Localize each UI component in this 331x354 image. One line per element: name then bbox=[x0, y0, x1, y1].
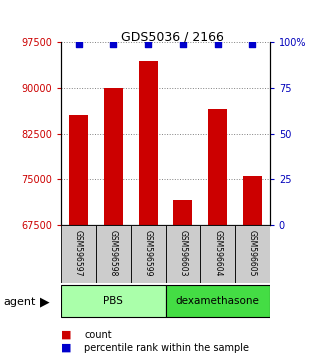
Bar bbox=[104, 88, 123, 354]
Bar bbox=[173, 200, 192, 354]
Text: GSM596598: GSM596598 bbox=[109, 230, 118, 276]
Text: GSM596603: GSM596603 bbox=[178, 230, 187, 276]
Point bbox=[76, 41, 81, 47]
Bar bbox=[69, 115, 88, 354]
Bar bbox=[61, 285, 166, 317]
Point bbox=[180, 41, 185, 47]
Bar bbox=[200, 225, 235, 283]
Bar bbox=[61, 225, 96, 283]
Text: GSM596605: GSM596605 bbox=[248, 230, 257, 276]
Bar bbox=[131, 225, 166, 283]
Text: percentile rank within the sample: percentile rank within the sample bbox=[84, 343, 249, 353]
Text: ■: ■ bbox=[61, 343, 72, 353]
Bar bbox=[243, 176, 262, 354]
Bar bbox=[96, 225, 131, 283]
Text: dexamethasone: dexamethasone bbox=[176, 296, 260, 306]
Bar bbox=[235, 225, 270, 283]
Text: PBS: PBS bbox=[103, 296, 123, 306]
Text: GDS5036 / 2166: GDS5036 / 2166 bbox=[121, 30, 223, 43]
Text: GSM596599: GSM596599 bbox=[144, 230, 153, 276]
Bar bbox=[166, 225, 200, 283]
Text: ■: ■ bbox=[61, 330, 72, 339]
Point bbox=[215, 41, 220, 47]
Text: count: count bbox=[84, 330, 112, 339]
Point bbox=[250, 41, 255, 47]
Point bbox=[111, 41, 116, 47]
Text: GSM596604: GSM596604 bbox=[213, 230, 222, 276]
Bar bbox=[208, 109, 227, 354]
Text: agent: agent bbox=[3, 297, 36, 307]
Text: ▶: ▶ bbox=[40, 295, 50, 308]
Text: GSM596597: GSM596597 bbox=[74, 230, 83, 276]
Bar bbox=[139, 61, 158, 354]
Point bbox=[146, 41, 151, 47]
Bar bbox=[166, 285, 270, 317]
